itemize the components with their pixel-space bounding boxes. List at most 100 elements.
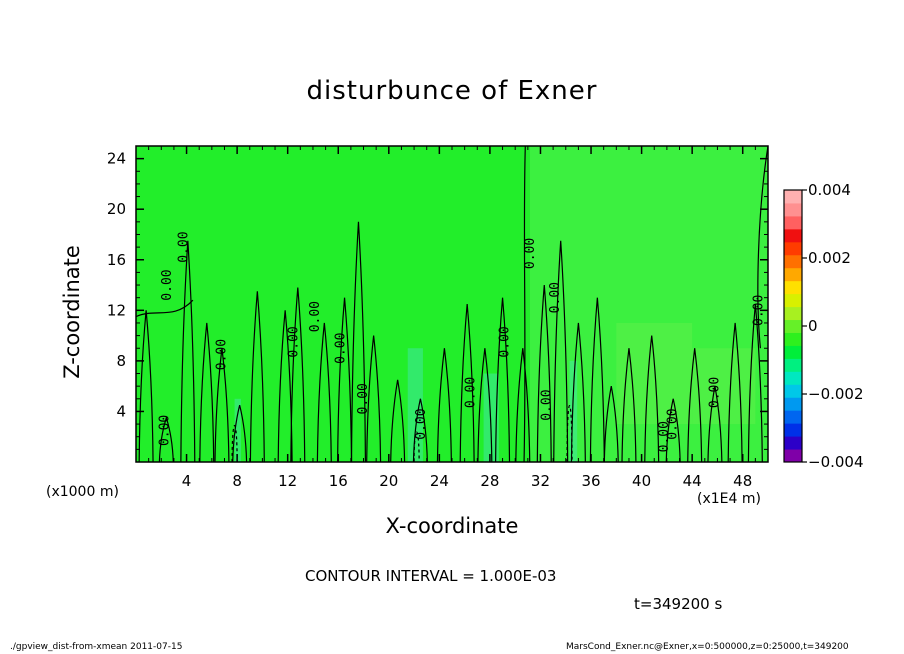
contour-label: 0.00 (214, 339, 229, 370)
colorbar-segment (784, 449, 802, 463)
contour-line-negative (231, 425, 238, 462)
contour-line (390, 379, 406, 462)
footer-source: MarsCond_Exner.nc@Exner,x=0:500000,z=0:2… (566, 642, 849, 652)
contour-label: 0.00 (356, 383, 371, 414)
colorbar-segment (784, 306, 802, 321)
colorbar-segment (784, 332, 802, 346)
contour-line (459, 303, 475, 462)
contour-line (436, 348, 452, 462)
colorbar-segment (784, 358, 802, 372)
contour-line (603, 386, 619, 462)
contour-line (277, 310, 293, 462)
contour-line-negative (566, 405, 573, 462)
x-tick-label: 32 (531, 472, 550, 490)
colorbar-segment (784, 319, 802, 333)
contour-label: 0.00 (160, 269, 175, 300)
contour-line (747, 303, 763, 462)
y-tick-label: 16 (107, 251, 126, 269)
contour-line (536, 284, 552, 462)
contour-line (477, 348, 493, 462)
colorbar-tick-label: −0.004 (808, 453, 864, 471)
contour-label: 0.00 (752, 295, 767, 326)
colorbar: 0.004 0.002 0 −0.002 −0.004 (783, 181, 864, 471)
x-axis-unit: (x1000 m) (46, 484, 119, 500)
colorbar-segment (784, 190, 802, 204)
contour-line (136, 299, 194, 318)
contour-line (687, 348, 703, 462)
contour-line (158, 415, 174, 462)
colorbar-tick-label: 0 (808, 317, 818, 335)
y-tick-label: 8 (116, 352, 126, 370)
colorbar-segment (784, 215, 802, 230)
contour-line (249, 291, 265, 462)
contour-label: 0.00 (414, 408, 429, 439)
x-tick-label: 12 (278, 472, 297, 490)
contour-line (138, 310, 154, 462)
y-tick-label: 4 (116, 402, 126, 420)
field-patch (407, 348, 423, 462)
x-tick-label: 16 (329, 472, 348, 490)
contour-line (180, 240, 196, 462)
colorbar-segment (784, 384, 802, 398)
y-tick-label: 20 (107, 200, 126, 218)
contour-label: 0.00 (177, 231, 192, 262)
x-tick-label: 48 (733, 472, 752, 490)
field-patches (234, 322, 756, 462)
colorbar-segment (784, 254, 802, 269)
contour-label: 0.00 (333, 333, 348, 364)
x-tick-label: 36 (581, 472, 600, 490)
colorbar-tick-label: 0.002 (808, 249, 851, 267)
field-patch (483, 373, 499, 462)
x-tick-label: 4 (182, 472, 192, 490)
x-tick-label: 40 (632, 472, 651, 490)
contour-line (553, 240, 569, 462)
contour-line (727, 322, 743, 462)
contour-line (366, 335, 382, 462)
colorbar-segment (784, 371, 802, 385)
contour-label: 0.00 (308, 301, 323, 332)
x-tick-label: 44 (683, 472, 702, 490)
y-axis-label: Z-coordinate (60, 245, 84, 379)
colorbar-segment (784, 293, 802, 308)
colorbar-segment (784, 423, 802, 437)
chart-title: disturbunce of Exner (306, 76, 598, 106)
field-background-left (136, 146, 530, 462)
y-tick-label: 12 (107, 301, 126, 319)
x-axis-label: X-coordinate (385, 514, 519, 538)
contour-line (214, 348, 230, 462)
contour-line (665, 398, 681, 462)
field-patch (616, 322, 693, 425)
colorbar-segment (784, 202, 802, 217)
contour-line (350, 221, 367, 462)
colorbar-tick-label: −0.002 (808, 385, 864, 403)
contour-label: 0.00 (498, 326, 513, 357)
contour-line (570, 322, 586, 462)
colorbar-segment (784, 267, 802, 282)
contour-line (707, 386, 723, 462)
x-tick-label: 8 (232, 472, 242, 490)
x-axis-multiplier: (x1E4 m) (697, 491, 761, 507)
time-label: t=349200 s (634, 595, 723, 613)
contour-line-negative (413, 431, 420, 462)
contour-line (757, 146, 768, 349)
contour-label: 0.00 (657, 421, 672, 452)
contour-line (523, 146, 526, 462)
contour-line (199, 322, 215, 462)
plot-area: 0.000.000.00 0.000.000.000.000.000.000.00… (136, 146, 768, 462)
contour-line (621, 348, 637, 462)
colorbar-segment (784, 280, 802, 295)
y-tick-label: 24 (107, 150, 126, 168)
contour-label: 0.00 (548, 282, 563, 313)
colorbar-segment (784, 436, 802, 450)
contour-label: 0.00 (158, 415, 173, 446)
contour-label: 0.00 (666, 408, 681, 439)
colorbar-tick-label: 0.004 (808, 181, 851, 199)
contour-labels: 0.000.000.00 0.000.000.000.000.000.000.00… (158, 231, 767, 452)
contour-interval-text: CONTOUR INTERVAL = 1.000E-03 (305, 567, 557, 585)
footer-script-name: ./gpview_dist-from-xmean 2011-07-15 (10, 642, 183, 652)
contour-line (515, 348, 531, 462)
field-patch (692, 348, 756, 425)
colorbar-segment (784, 345, 802, 359)
y-axis: 4 8 12 16 20 24 (107, 150, 768, 450)
